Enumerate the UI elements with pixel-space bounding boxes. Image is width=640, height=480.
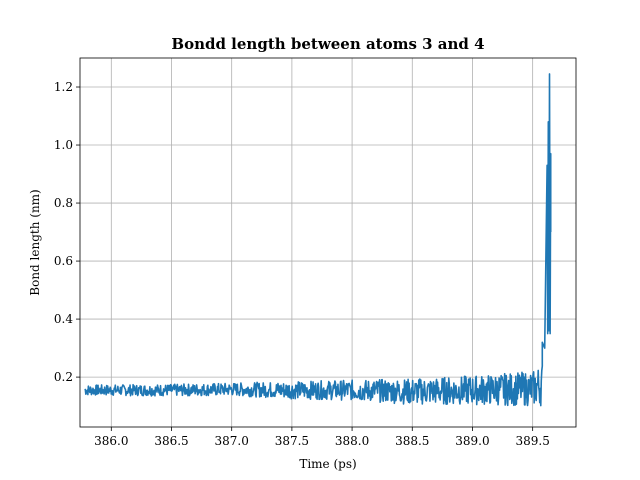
x-tick-label: 386.0	[94, 434, 128, 448]
y-tick-label: 1.2	[54, 80, 73, 94]
axis-ticks: 386.0 386.5 387.0 387.5 388.0 388.5 389.0 389.5…	[54, 80, 550, 448]
x-tick-label: 387.5	[275, 434, 309, 448]
x-tick-label: 389.5	[515, 434, 549, 448]
x-axis-label: Time (ps)	[299, 457, 356, 471]
y-tick-label: 0.8	[54, 196, 73, 210]
y-tick-label: 1.0	[54, 138, 73, 152]
bond-length-line	[84, 73, 552, 407]
x-tick-label: 387.0	[215, 434, 249, 448]
x-tick-label: 388.0	[335, 434, 369, 448]
y-tick-label: 0.2	[54, 370, 73, 384]
y-tick-label: 0.6	[54, 254, 73, 268]
y-axis-label: Bond length (nm)	[28, 189, 42, 295]
data-series	[84, 73, 552, 407]
x-tick-label: 388.5	[395, 434, 429, 448]
chart-title: Bondd length between atoms 3 and 4	[171, 35, 484, 53]
y-tick-label: 0.4	[54, 312, 73, 326]
x-tick-label: 386.5	[154, 434, 188, 448]
plot-frame	[79, 57, 577, 428]
grid-lines	[80, 58, 576, 427]
x-tick-label: 389.0	[455, 434, 489, 448]
